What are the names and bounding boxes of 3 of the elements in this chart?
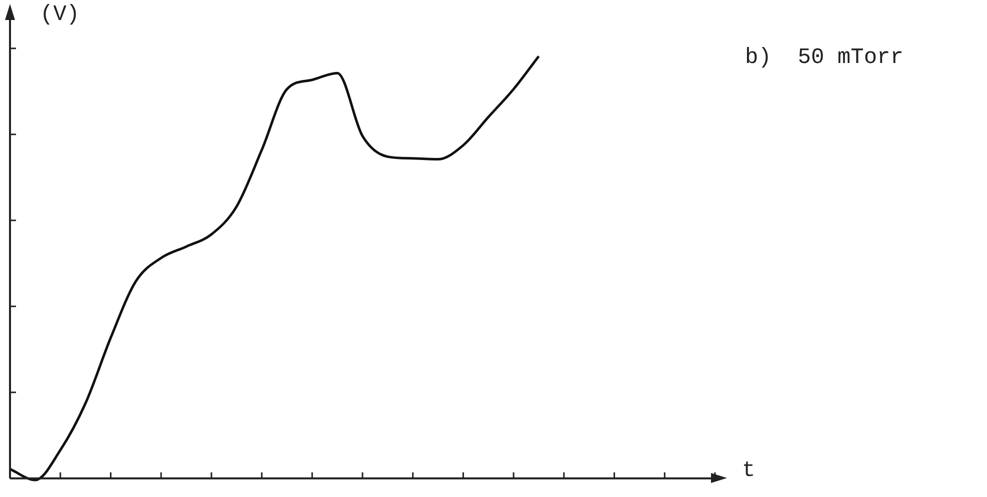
text: b) 50 mTorr (745, 45, 904, 70)
y-axis-title: (V) (40, 2, 80, 27)
x-axis-title: t (742, 458, 756, 483)
